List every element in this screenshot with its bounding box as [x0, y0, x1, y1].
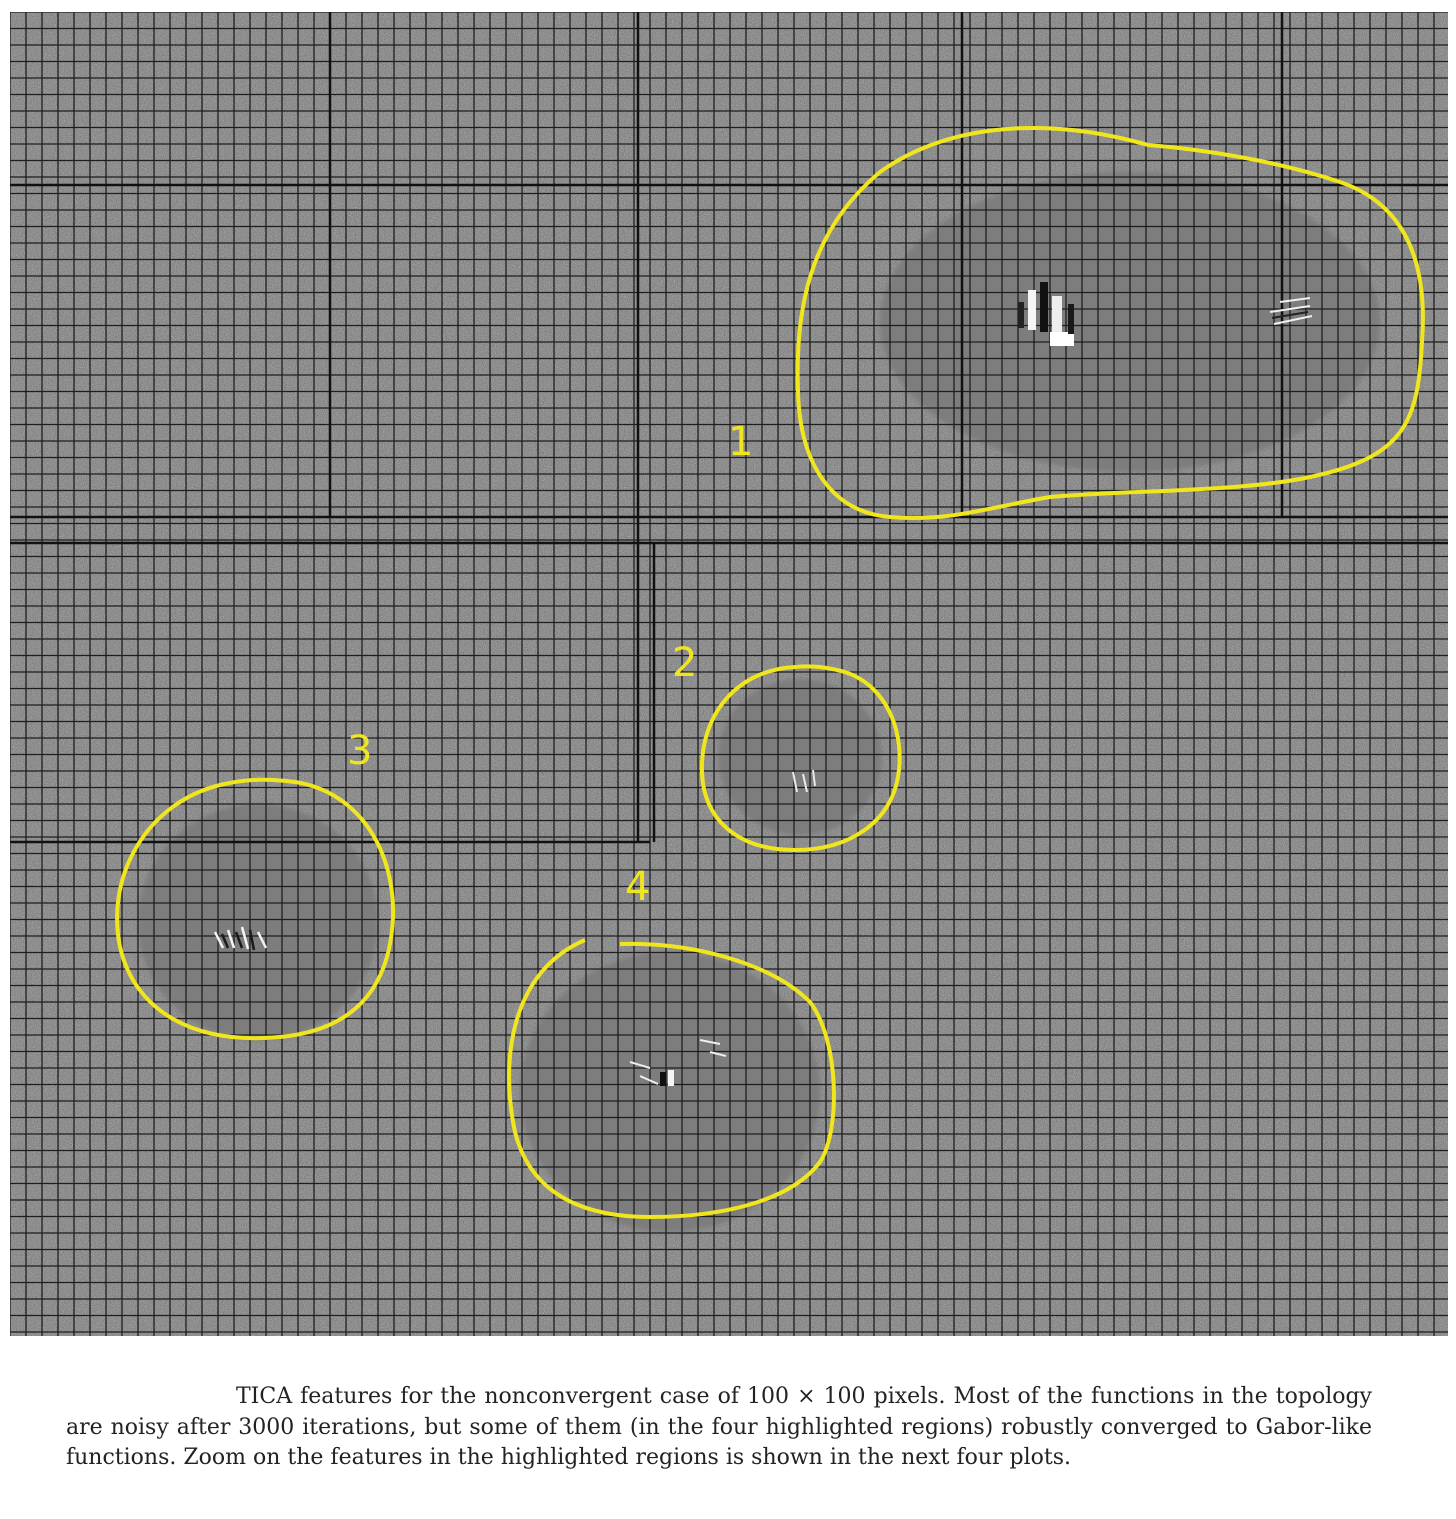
region-label-1: 1 — [728, 419, 753, 465]
region-label-4: 4 — [625, 864, 650, 910]
highlight-region-1-outline — [795, 126, 1425, 520]
tica-feature-grid-figure: 1 2 3 4 — [10, 12, 1448, 1336]
highlight-region-2-outline — [699, 664, 902, 853]
block-separators — [10, 12, 1448, 844]
region-label-3: 3 — [347, 728, 372, 774]
highlight-region-4-outline — [507, 938, 836, 1220]
highlight-region-3-outline — [115, 777, 396, 1041]
feature-patch-grid — [10, 12, 1448, 1336]
gabor-features — [213, 282, 1313, 1086]
region-label-2: 2 — [672, 640, 697, 686]
highlight-outlines — [115, 126, 1425, 1220]
figure-caption: TICA features for the nonconvergent case… — [66, 1384, 1372, 1470]
